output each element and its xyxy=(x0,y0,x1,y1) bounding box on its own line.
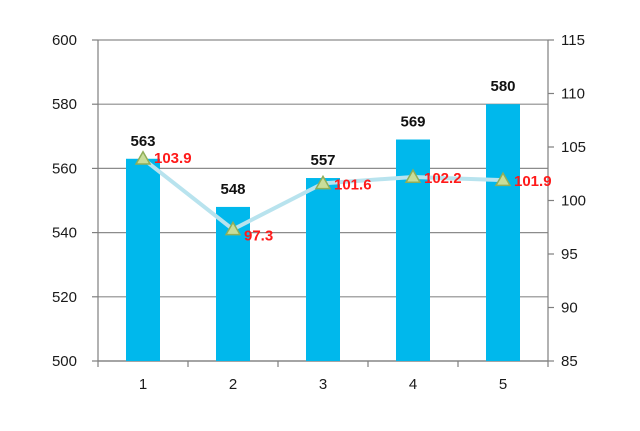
x-axis-category-label: 1 xyxy=(139,376,147,393)
left-axis-tick-label: 520 xyxy=(52,289,77,306)
bar xyxy=(126,158,160,361)
left-axis-tick-label: 540 xyxy=(52,225,77,242)
line-value-label: 97.3 xyxy=(244,227,273,244)
left-axis-tick-label: 560 xyxy=(52,160,77,177)
bar xyxy=(486,104,520,361)
x-axis-category-label: 2 xyxy=(229,376,237,393)
left-axis-tick-label: 500 xyxy=(52,353,77,370)
right-axis-tick-label: 110 xyxy=(561,86,585,103)
right-axis-tick-label: 115 xyxy=(561,32,585,49)
right-axis-tick-label: 85 xyxy=(561,353,578,370)
line-value-label: 102.2 xyxy=(424,170,462,187)
bar xyxy=(306,178,340,361)
bar-value-label: 563 xyxy=(130,133,155,150)
line-layer xyxy=(134,150,512,236)
line-value-label: 103.9 xyxy=(154,150,192,167)
line-marker-triangle xyxy=(314,174,332,190)
bar-value-label: 548 xyxy=(220,181,245,198)
line-marker-triangle xyxy=(224,220,242,236)
line-value-label: 101.6 xyxy=(334,176,372,193)
left-axis-tick-label: 600 xyxy=(52,32,77,49)
bar-value-label: 580 xyxy=(490,78,515,95)
line-marker-triangle xyxy=(134,150,152,165)
axes-layer: 500 520 540 560 580 600 85 90 95 100 105 110 115 1 2 3 4… xyxy=(52,32,586,393)
line-value-label: 101.9 xyxy=(514,173,552,190)
right-axis-tick-label: 100 xyxy=(561,193,586,210)
line-marker-triangle xyxy=(494,171,512,187)
x-axis-category-label: 4 xyxy=(409,376,417,393)
x-axis-category-label: 3 xyxy=(319,376,327,393)
bar-value-label: 569 xyxy=(400,114,425,131)
x-axis-category-label: 5 xyxy=(499,376,507,393)
right-axis-tick-label: 90 xyxy=(561,300,578,317)
labels-layer: 563 548 557 569 580 103.9 97.3 101.6 102.2 101.9 xyxy=(130,78,551,244)
left-axis-tick-label: 580 xyxy=(52,96,77,113)
right-axis-tick-label: 105 xyxy=(561,139,586,156)
bar-value-label: 557 xyxy=(310,152,335,169)
right-axis-tick-label: 95 xyxy=(561,246,578,263)
line-marker-triangle xyxy=(404,168,422,183)
